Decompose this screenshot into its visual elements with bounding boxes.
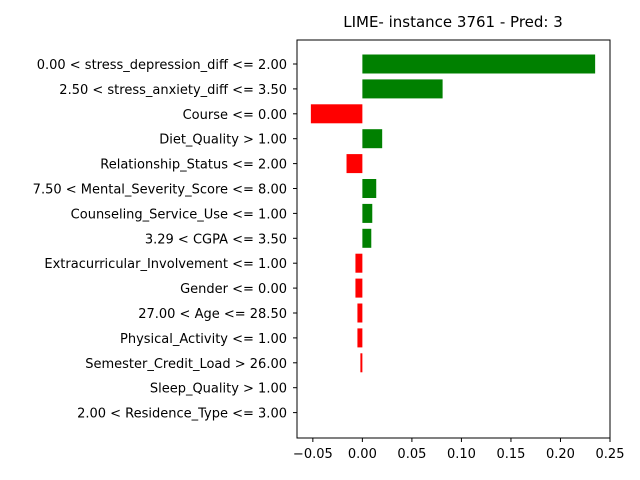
x-tick-label: 0.10: [447, 447, 476, 462]
x-axis-ticks: −0.05 0.00 0.05 0.10 0.15 0.20 0.25: [293, 438, 625, 462]
category-label: Semester_Credit_Load > 26.00: [85, 357, 287, 372]
category-label: Extracurricular_Involvement <= 1.00: [44, 257, 287, 272]
bar: [346, 154, 363, 174]
bar: [355, 278, 363, 298]
category-label: Sleep_Quality > 1.00: [150, 382, 287, 397]
category-label: Counseling_Service_Use <= 1.00: [71, 207, 287, 222]
category-label: Relationship_Status <= 2.00: [100, 158, 287, 173]
bar: [357, 303, 363, 323]
bar: [362, 54, 596, 74]
category-label: 7.50 < Mental_Severity_Score <= 8.00: [33, 183, 287, 198]
bar: [355, 253, 363, 273]
chart-title: LIME- instance 3761 - Pred: 3: [343, 13, 563, 31]
x-tick-label: 0.00: [348, 447, 377, 462]
category-label: 27.00 < Age <= 28.50: [138, 307, 287, 322]
x-tick-label: −0.05: [293, 447, 333, 462]
x-tick-label: 0.20: [546, 447, 575, 462]
bar: [357, 328, 363, 348]
bar: [362, 79, 443, 99]
x-tick-label: 0.25: [596, 447, 625, 462]
category-label: 2.00 < Residence_Type <= 3.00: [77, 407, 287, 422]
category-label: 2.50 < stress_anxiety_diff <= 3.50: [59, 83, 287, 98]
bars-group: [310, 54, 596, 373]
category-label: Course <= 0.00: [183, 108, 287, 123]
bar: [362, 129, 383, 149]
category-label: Diet_Quality > 1.00: [159, 133, 287, 148]
x-tick-label: 0.15: [496, 447, 525, 462]
category-label: Gender <= 0.00: [180, 282, 287, 297]
category-label: 0.00 < stress_depression_diff <= 2.00: [37, 58, 287, 73]
bar: [362, 228, 372, 248]
category-labels: 0.00 < stress_depression_diff <= 2.00 2.5…: [33, 58, 297, 422]
plot-frame: [296, 39, 611, 439]
bar: [360, 353, 363, 373]
category-label: 3.29 < CGPA <= 3.50: [145, 232, 287, 247]
bar: [362, 179, 377, 198]
bar: [310, 104, 363, 124]
category-label: Physical_Activity <= 1.00: [120, 332, 287, 347]
x-tick-label: 0.05: [397, 447, 426, 462]
bar: [362, 203, 373, 223]
